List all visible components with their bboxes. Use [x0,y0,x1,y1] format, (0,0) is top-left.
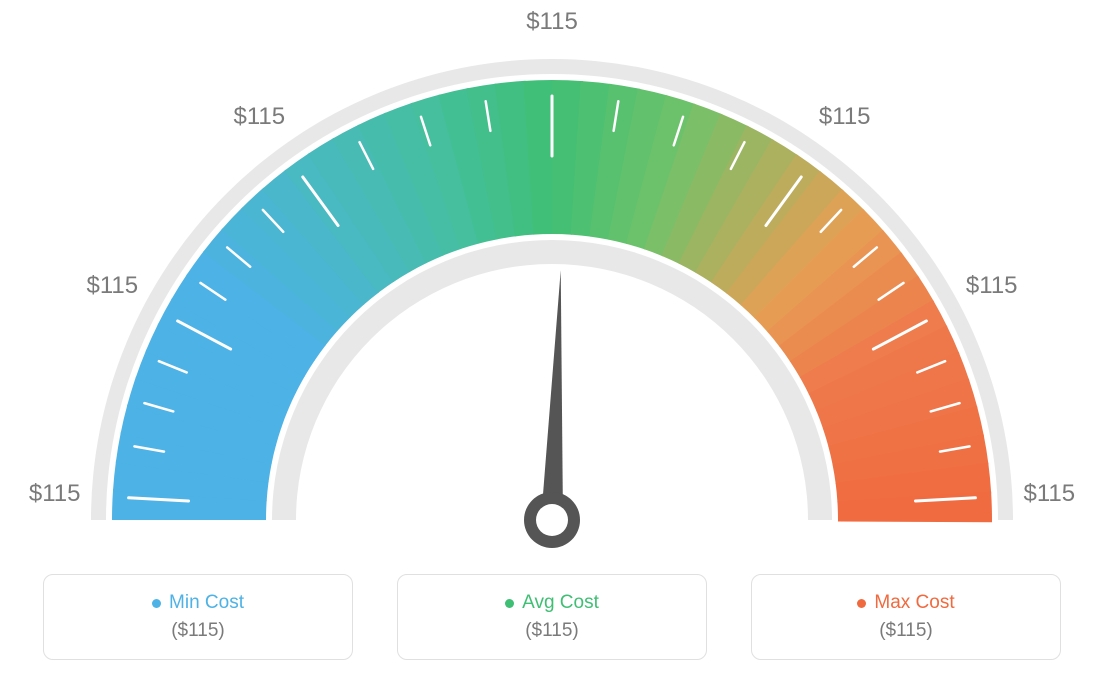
gauge-tick-label: $115 [233,103,285,131]
gauge-needle [524,270,580,548]
avg-cost-label: Avg Cost [522,592,599,614]
avg-cost-card: Avg Cost ($115) [397,574,707,660]
gauge-tick-label: $115 [29,480,81,508]
max-cost-value: ($115) [879,620,933,642]
gauge-tick-label: $115 [86,272,138,300]
min-cost-title: Min Cost [152,592,244,614]
max-cost-card: Max Cost ($115) [751,574,1061,660]
min-cost-value: ($115) [171,620,225,642]
gauge-tick-label: $115 [1024,480,1076,508]
gauge-svg [52,50,1052,610]
max-cost-dot [857,599,866,608]
avg-cost-dot [505,599,514,608]
gauge-tick-label: $115 [526,8,578,36]
max-cost-label: Max Cost [874,592,954,614]
max-cost-title: Max Cost [857,592,954,614]
avg-cost-title: Avg Cost [505,592,599,614]
min-cost-dot [152,599,161,608]
avg-cost-value: ($115) [525,620,579,642]
gauge-chart: $115$115$115$115$115$115$115 [52,50,1052,570]
cost-cards-row: Min Cost ($115) Avg Cost ($115) Max Cost… [43,574,1061,660]
gauge-tick-label: $115 [819,103,871,131]
gauge-tick-label: $115 [966,272,1018,300]
min-cost-label: Min Cost [169,592,244,614]
min-cost-card: Min Cost ($115) [43,574,353,660]
